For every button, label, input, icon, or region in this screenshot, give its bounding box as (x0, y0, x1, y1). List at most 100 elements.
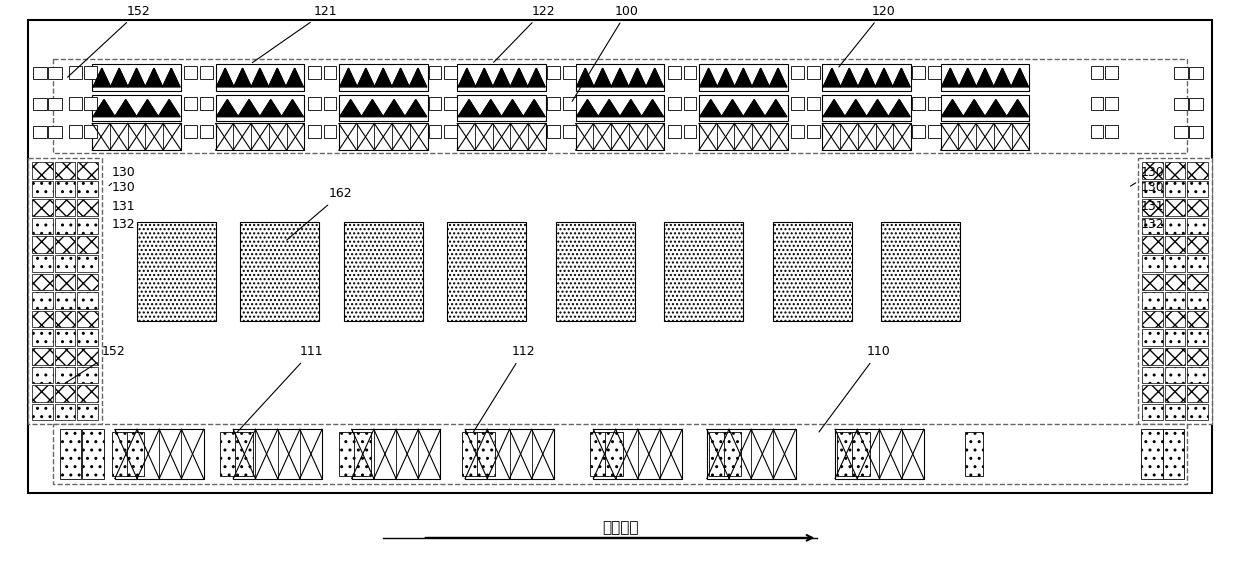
Bar (575, 123, 594, 150)
Bar (84, 66, 97, 79)
Bar (1138, 158, 1211, 424)
Bar (458, 95, 546, 122)
Bar (668, 97, 681, 109)
Polygon shape (494, 68, 511, 87)
Bar (92, 123, 110, 150)
Bar (77, 255, 98, 271)
Text: 152: 152 (64, 345, 125, 383)
Bar (55, 385, 76, 402)
Polygon shape (217, 99, 238, 116)
Bar (32, 348, 53, 364)
Bar (77, 329, 98, 346)
Text: 132: 132 (112, 218, 135, 231)
Text: 112: 112 (474, 345, 536, 432)
Bar (751, 429, 774, 479)
Bar (629, 123, 646, 150)
Bar (33, 126, 47, 138)
Bar (200, 66, 213, 79)
Bar (547, 125, 559, 138)
Bar (1142, 367, 1163, 383)
Bar (32, 236, 53, 253)
Text: 130: 130 (109, 166, 135, 185)
Bar (1091, 97, 1104, 109)
Bar (250, 123, 269, 150)
Bar (1142, 311, 1163, 328)
Bar (965, 432, 983, 476)
Bar (216, 64, 304, 91)
Bar (822, 64, 911, 91)
Bar (637, 429, 660, 479)
Bar (32, 329, 53, 346)
Bar (575, 123, 665, 150)
Bar (396, 429, 418, 479)
Bar (126, 432, 145, 476)
Bar (55, 348, 76, 364)
Text: 121: 121 (252, 5, 337, 63)
Bar (683, 97, 697, 109)
Bar (1142, 236, 1163, 253)
Bar (717, 123, 734, 150)
Bar (1164, 255, 1185, 271)
Bar (1187, 218, 1208, 235)
Bar (1189, 67, 1203, 79)
Bar (1187, 162, 1208, 178)
Bar (791, 125, 804, 138)
Bar (791, 97, 804, 109)
Bar (707, 429, 729, 479)
Bar (879, 429, 901, 479)
Bar (128, 123, 145, 150)
Bar (32, 292, 53, 309)
Bar (665, 222, 743, 321)
Bar (324, 125, 336, 138)
Bar (563, 66, 575, 79)
Bar (216, 123, 233, 150)
Bar (374, 123, 392, 150)
Bar (683, 125, 697, 138)
Bar (976, 123, 994, 150)
Bar (941, 123, 1029, 150)
Polygon shape (162, 68, 180, 87)
Bar (1164, 292, 1185, 309)
Bar (822, 123, 839, 150)
Bar (324, 97, 336, 109)
Bar (510, 429, 532, 479)
Bar (357, 123, 374, 150)
Bar (185, 97, 197, 109)
Bar (590, 432, 608, 476)
Bar (32, 404, 53, 421)
Bar (458, 123, 475, 150)
Bar (893, 123, 911, 150)
Bar (837, 432, 854, 476)
Polygon shape (993, 68, 1011, 87)
Bar (941, 64, 1029, 91)
Bar (807, 66, 820, 79)
Bar (29, 158, 102, 424)
Text: 130: 130 (1141, 181, 1164, 194)
Bar (852, 432, 869, 476)
Text: 130: 130 (1131, 166, 1164, 186)
Polygon shape (959, 68, 976, 87)
Polygon shape (480, 99, 502, 116)
Bar (1142, 329, 1163, 346)
Polygon shape (136, 99, 159, 116)
Bar (429, 97, 441, 109)
Polygon shape (976, 68, 993, 87)
Bar (55, 162, 76, 178)
Bar (941, 123, 959, 150)
Bar (33, 98, 47, 109)
Bar (185, 125, 197, 138)
Polygon shape (511, 68, 528, 87)
Bar (181, 429, 203, 479)
Polygon shape (598, 99, 620, 116)
Bar (84, 125, 97, 138)
Bar (1142, 199, 1163, 216)
Bar (1187, 199, 1208, 216)
Bar (233, 429, 255, 479)
Bar (928, 97, 941, 109)
Polygon shape (629, 68, 646, 87)
Bar (308, 66, 321, 79)
Bar (1164, 236, 1185, 253)
Bar (32, 181, 53, 197)
Bar (444, 66, 458, 79)
Bar (1189, 98, 1203, 109)
